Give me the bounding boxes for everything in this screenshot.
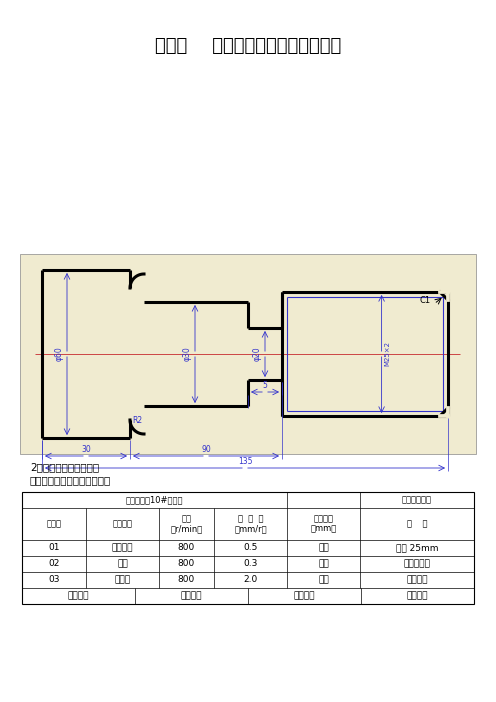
Text: 径补偏值
（mm）: 径补偏值 （mm） <box>310 515 337 534</box>
Text: M25×2: M25×2 <box>384 341 391 366</box>
Text: 零件名称: 零件名称 <box>294 592 315 600</box>
Text: φ60: φ60 <box>55 347 64 362</box>
Text: 进  给  量
（mm/r）: 进 给 量 （mm/r） <box>234 515 267 534</box>
Text: 02: 02 <box>48 559 60 569</box>
Text: 0.3: 0.3 <box>244 559 258 569</box>
Text: C1: C1 <box>420 296 431 305</box>
Text: 螺纹刀: 螺纹刀 <box>115 576 130 585</box>
Text: 外圆车刀: 外圆车刀 <box>112 543 133 552</box>
Text: 30: 30 <box>81 445 91 454</box>
Text: 备    注: 备 注 <box>407 519 427 529</box>
Text: 转速
（r/min）: 转速 （r/min） <box>170 515 203 534</box>
Text: 刀具圆角半径: 刀具圆角半径 <box>402 496 432 505</box>
Text: 刀具号: 刀具号 <box>47 519 62 529</box>
Text: 刀具名称: 刀具名称 <box>113 519 132 529</box>
Text: 刀具及相关参数如表１１所列: 刀具及相关参数如表１１所列 <box>30 475 111 485</box>
Text: 产品名称: 产品名称 <box>181 592 202 600</box>
Text: 800: 800 <box>178 576 195 585</box>
Text: 800: 800 <box>178 559 195 569</box>
Text: 加工螺纹: 加工螺纹 <box>406 576 428 585</box>
Text: 800: 800 <box>178 543 195 552</box>
Text: 手动: 手动 <box>318 559 329 569</box>
Text: 加工退刀槽: 加工退刀槽 <box>404 559 431 569</box>
Text: 0.5: 0.5 <box>244 543 258 552</box>
Text: 割刀: 割刀 <box>117 559 128 569</box>
Bar <box>22 492 474 604</box>
Text: 2.0: 2.0 <box>244 576 257 585</box>
Text: 实验一    数控车床操作加工仿真实验: 实验一 数控车床操作加工仿真实验 <box>155 37 341 55</box>
Text: φ20: φ20 <box>253 347 262 362</box>
Text: R2: R2 <box>132 416 142 425</box>
Text: 5: 5 <box>262 381 267 390</box>
Text: 零件图号: 零件图号 <box>407 592 428 600</box>
Text: 135: 135 <box>238 457 252 466</box>
Text: 零件材料为10#低碳钢: 零件材料为10#低碳钢 <box>126 496 183 505</box>
Text: φ30: φ30 <box>183 347 192 362</box>
Text: 手动: 手动 <box>318 576 329 585</box>
Text: 01: 01 <box>48 543 60 552</box>
Text: 03: 03 <box>48 576 60 585</box>
Text: 单位名称: 单位名称 <box>68 592 89 600</box>
Text: 手动: 手动 <box>318 543 329 552</box>
Text: 刀宽 25mm: 刀宽 25mm <box>396 543 438 552</box>
Text: 90: 90 <box>201 445 211 454</box>
Bar <box>20 254 476 454</box>
Text: 2．加工采用的刀具参数: 2．加工采用的刀具参数 <box>30 462 99 472</box>
